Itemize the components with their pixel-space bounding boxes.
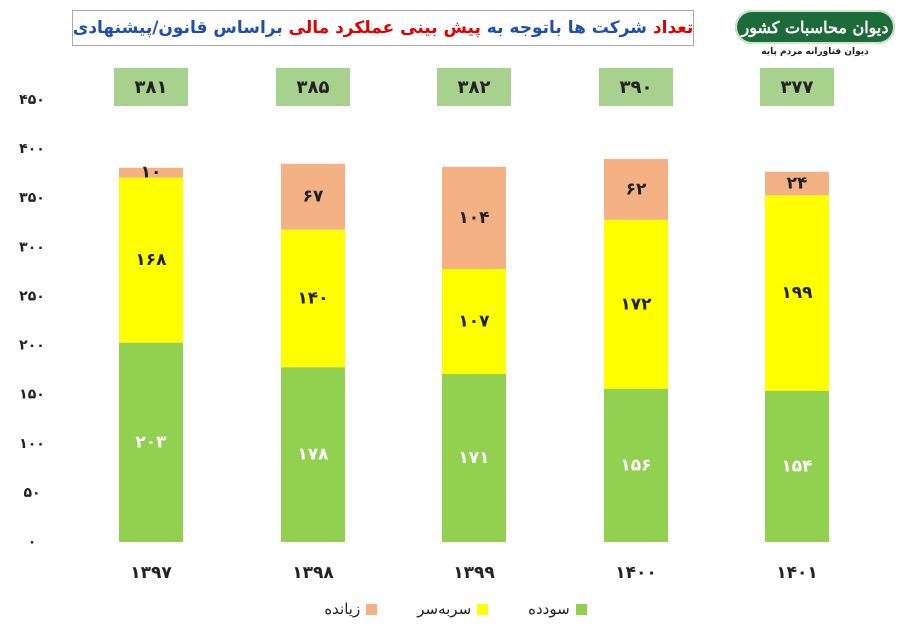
data-label-breakeven: ۱۹۹: [781, 283, 813, 303]
total-box: [276, 68, 350, 106]
total-box: [114, 68, 188, 106]
y-tick-label: ۲۰۰: [19, 338, 45, 354]
title-part-3: پیش بینی عملکرد مالی: [288, 18, 481, 38]
logo-subtitle: دیوان فناورانه مردم پایه: [761, 47, 869, 57]
bar-loss: [281, 163, 345, 230]
y-tick-label: ۴۵۰: [19, 92, 45, 108]
data-label-profit: ۱۵۴: [781, 456, 812, 476]
bar-loss: [604, 158, 668, 220]
total-label: ۳۷۷: [781, 77, 814, 98]
y-tick-label: ۱۵۰: [19, 387, 45, 403]
data-label-profit: ۱۵۶: [620, 455, 651, 475]
data-label-loss: ۱۰: [141, 163, 162, 183]
legend-swatch-breakeven: [477, 603, 489, 615]
y-tick-label: ۰: [28, 534, 37, 550]
bar-breakeven: [119, 177, 183, 343]
data-label-loss: ۲۴: [787, 173, 808, 193]
total-box: [599, 68, 673, 106]
bar-breakeven: [281, 229, 345, 368]
legend-item-profit: سودده: [528, 597, 587, 621]
x-tick-label: ۱۳۹۸: [292, 563, 334, 583]
data-label-loss: ۶۲: [626, 179, 647, 199]
data-label-breakeven: ۱۴۰: [297, 288, 328, 308]
bar-profit: [765, 390, 829, 542]
legend-item-breakeven: سربه‌سر: [417, 597, 489, 621]
bar-loss: [119, 167, 183, 178]
y-tick-label: ۵۰: [23, 485, 40, 501]
bar-profit: [281, 367, 345, 542]
y-tick-label: ۱۰۰: [19, 436, 45, 452]
data-label-breakeven: ۱۷۲: [620, 294, 652, 314]
y-tick-label: ۲۵۰: [19, 288, 45, 304]
total-box: [437, 68, 511, 106]
legend: سودده سربه‌سر زیانده: [0, 597, 911, 621]
chart-title: تعداد شرکت ها باتوجه به پیش بینی عملکرد …: [72, 10, 694, 46]
bar-profit: [442, 374, 506, 542]
y-tick-label: ۴۰۰: [19, 141, 45, 157]
x-tick-label: ۱۳۹۹: [453, 563, 495, 583]
legend-swatch-loss: [366, 603, 378, 615]
total-label: ۳۸۱: [135, 77, 168, 98]
x-tick-label: ۱۴۰۱: [776, 563, 818, 583]
total-label: ۳۸۲: [458, 77, 491, 98]
bar-profit: [119, 342, 183, 542]
bar-loss: [442, 166, 506, 269]
title-part-4: براساس قانون/پیشنهادی: [72, 18, 289, 38]
data-label-breakeven: ۱۶۸: [135, 250, 167, 270]
data-label-profit: ۱۷۱: [458, 448, 489, 468]
bar-breakeven: [765, 195, 829, 391]
data-label-loss: ۶۷: [303, 187, 324, 207]
legend-label-loss: زیانده: [324, 600, 361, 618]
total-box: [760, 68, 834, 106]
bar-loss: [765, 171, 829, 196]
data-label-profit: ۱۷۸: [297, 445, 329, 465]
data-label-profit: ۲۰۳: [135, 432, 167, 452]
y-tick-label: ۳۵۰: [19, 190, 45, 206]
title-part-2: شرکت ها باتوجه به: [480, 18, 653, 38]
x-tick-label: ۱۴۰۰: [615, 563, 657, 583]
bar-breakeven: [442, 268, 506, 375]
logo: دیوان محاسبات کشور دیوان فناورانه مردم پ…: [726, 8, 904, 64]
data-label-breakeven: ۱۰۷: [458, 311, 490, 331]
total-label: ۳۸۵: [297, 77, 330, 98]
legend-label-profit: سودده: [528, 600, 570, 618]
legend-label-breakeven: سربه‌سر: [417, 600, 472, 618]
y-tick-label: ۳۰۰: [19, 239, 45, 255]
x-tick-label: ۱۳۹۷: [130, 563, 172, 583]
data-label-loss: ۱۰۴: [458, 208, 489, 228]
title-part-1: تعداد: [652, 18, 694, 38]
legend-swatch-profit: [575, 603, 587, 615]
total-label: ۳۹۰: [620, 77, 653, 98]
legend-item-loss: زیانده: [324, 597, 378, 621]
logo-badge: دیوان محاسبات کشور: [735, 10, 895, 44]
bar-profit: [604, 388, 668, 542]
bar-breakeven: [604, 219, 668, 389]
